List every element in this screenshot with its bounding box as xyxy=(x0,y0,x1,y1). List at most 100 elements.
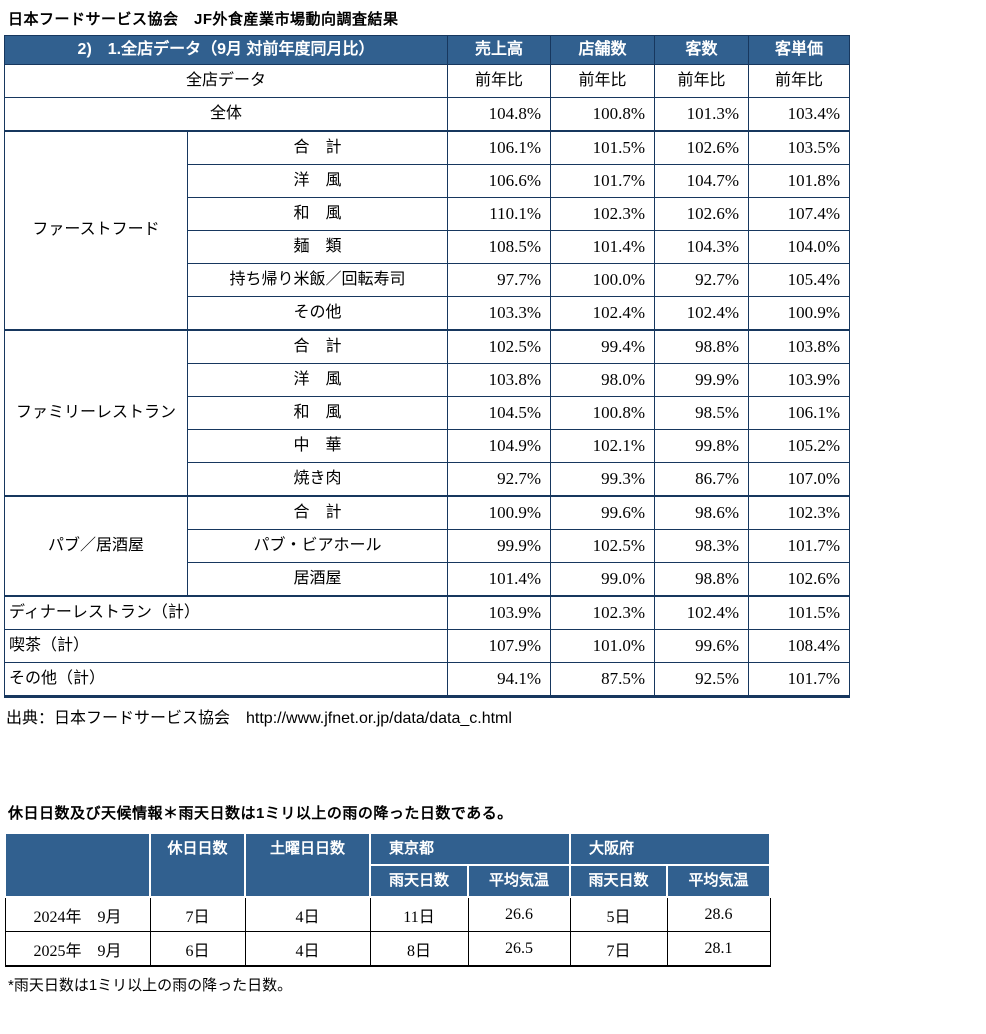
subheader-cell: 前年比 xyxy=(748,64,851,98)
value-cell: 100.0% xyxy=(550,263,656,297)
table-row: 和 風 110.1% 102.3% 102.6% 107.4% xyxy=(5,197,851,231)
table-row: ファミリーレストラン 合 計 102.5% 99.4% 98.8% 103.8% xyxy=(4,329,851,497)
subcategory-label: 焼き肉 xyxy=(186,462,449,497)
value-cell: 99.6% xyxy=(654,629,750,663)
subheader-avg-temp-osaka: 平均気温 xyxy=(666,864,772,898)
value-cell: 99.3% xyxy=(550,462,656,497)
value-cell: 99.8% xyxy=(654,429,750,463)
weather-row-label: 2025年 9月 xyxy=(4,931,151,967)
group-label-family-restaurant: ファミリーレストラン xyxy=(4,329,188,497)
value-cell: 86.7% xyxy=(654,462,750,497)
row-label: 全体 xyxy=(3,97,449,132)
subcategory-label: 和 風 xyxy=(186,197,449,231)
weather-value-cell: 28.1 xyxy=(666,931,771,967)
table-row-summary: ディナーレストラン（計） 103.9% 102.3% 102.4% 101.5% xyxy=(3,595,851,630)
value-cell: 98.5% xyxy=(654,396,750,430)
value-cell: 98.8% xyxy=(654,329,750,364)
subheader-cell: 前年比 xyxy=(550,64,656,98)
value-cell: 100.9% xyxy=(748,296,851,331)
subcategory-label: 洋 風 xyxy=(186,164,449,198)
subheader-avg-temp-tokyo: 平均気温 xyxy=(466,864,572,898)
value-cell: 103.9% xyxy=(748,363,851,397)
source-line: 出典：日本フードサービス協会 http://www.jfnet.or.jp/da… xyxy=(6,710,512,727)
value-cell: 102.6% xyxy=(748,562,851,597)
value-cell: 99.4% xyxy=(550,329,656,364)
page-title: 日本フードサービス協会 JF外食産業市場動向調査結果 xyxy=(8,11,399,28)
value-cell: 107.9% xyxy=(447,629,552,663)
subcategory-label: 合 計 xyxy=(186,329,449,364)
subcategory-label: 中 華 xyxy=(186,429,449,463)
value-cell: 100.8% xyxy=(550,396,656,430)
region-header-osaka: 大阪府 xyxy=(569,832,772,866)
value-cell: 106.1% xyxy=(447,130,552,165)
subcategory-label: 麺 類 xyxy=(186,230,449,264)
value-cell: 104.9% xyxy=(447,429,552,463)
value-cell: 94.1% xyxy=(447,662,552,698)
weather-value-cell: 4日 xyxy=(244,896,371,932)
value-cell: 101.5% xyxy=(550,130,656,165)
value-cell: 98.0% xyxy=(550,363,656,397)
weather-row-2025: 2025年 9月 6日 4日 8日 26.5 7日 28.1 xyxy=(4,931,771,967)
subcategory-label: パブ・ビアホール xyxy=(186,529,449,563)
main-table: 2) 1.全店データ（9月 対前年度同月比） 売上高 店舗数 客数 客単価 全店… xyxy=(3,35,851,698)
value-cell: 101.4% xyxy=(550,230,656,264)
value-cell: 102.4% xyxy=(654,296,750,331)
value-cell: 106.6% xyxy=(447,164,552,198)
weather-col-header-holidays: 休日日数 xyxy=(149,832,246,898)
subcategory-label: その他 xyxy=(186,296,449,331)
value-cell: 92.7% xyxy=(654,263,750,297)
value-cell: 102.1% xyxy=(550,429,656,463)
value-cell: 103.8% xyxy=(748,329,851,364)
value-cell: 104.5% xyxy=(447,396,552,430)
value-cell: 100.9% xyxy=(447,495,552,530)
table-row: 麺 類 108.5% 101.4% 104.3% 104.0% xyxy=(5,230,851,264)
value-cell: 101.0% xyxy=(550,629,656,663)
value-cell: 102.5% xyxy=(447,329,552,364)
region-header-tokyo: 東京都 xyxy=(368,832,572,866)
value-cell: 102.4% xyxy=(654,595,750,630)
weather-value-cell: 4日 xyxy=(244,931,371,967)
subheader-rainy-days-tokyo: 雨天日数 xyxy=(369,864,469,898)
summary-label: 喫茶（計） xyxy=(3,629,449,663)
col-header-customers: 客数 xyxy=(654,35,750,65)
subheader-cell: 前年比 xyxy=(447,64,552,98)
value-cell: 103.8% xyxy=(447,363,552,397)
value-cell: 104.0% xyxy=(748,230,851,264)
subheader-rainy-days-osaka: 雨天日数 xyxy=(569,864,669,898)
value-cell: 102.3% xyxy=(550,595,656,630)
col-header-stores: 店舗数 xyxy=(550,35,656,65)
group-label-fastfood: ファーストフード xyxy=(4,130,188,331)
value-cell: 98.6% xyxy=(654,495,750,530)
value-cell: 92.7% xyxy=(447,462,552,497)
value-cell: 99.9% xyxy=(447,529,552,563)
subheader-cell: 前年比 xyxy=(654,64,750,98)
value-cell: 105.4% xyxy=(748,263,851,297)
weather-value-cell: 11日 xyxy=(369,896,469,932)
table-row: 持ち帰り米飯／回転寿司 97.7% 100.0% 92.7% 105.4% xyxy=(5,263,851,297)
weather-value-cell: 7日 xyxy=(149,896,246,932)
subcategory-label: 合 計 xyxy=(186,495,449,530)
table-row: 洋 風 106.6% 101.7% 104.7% 101.8% xyxy=(5,164,851,198)
value-cell: 101.8% xyxy=(748,164,851,198)
value-cell: 92.5% xyxy=(654,662,750,698)
value-cell: 107.4% xyxy=(748,197,851,231)
value-cell: 101.4% xyxy=(447,562,552,597)
weather-value-cell: 26.5 xyxy=(467,931,571,967)
value-cell: 97.7% xyxy=(447,263,552,297)
value-cell: 101.7% xyxy=(748,662,851,698)
subcategory-label: 持ち帰り米飯／回転寿司 xyxy=(186,263,449,297)
table-row-summary: 喫茶（計） 107.9% 101.0% 99.6% 108.4% xyxy=(3,629,851,663)
value-cell: 102.4% xyxy=(550,296,656,331)
value-cell: 101.7% xyxy=(550,164,656,198)
value-cell: 101.5% xyxy=(748,595,851,630)
weather-col-header-saturdays: 土曜日日数 xyxy=(244,832,371,898)
weather-heading: 休日日数及び天候情報＊雨天日数は1ミリ以上の雨の降った日数である。 xyxy=(8,805,513,822)
weather-row-2024: 2024年 9月 7日 4日 11日 26.6 5日 28.6 xyxy=(4,896,771,932)
weather-table: 休日日数 土曜日日数 東京都 大阪府 雨天日数 平均気温 雨天日数 平均気温 2… xyxy=(4,832,772,967)
weather-value-cell: 26.6 xyxy=(467,896,571,932)
weather-subheader-row: 雨天日数 平均気温 雨天日数 平均気温 xyxy=(5,864,772,898)
weather-row-label: 2024年 9月 xyxy=(4,896,151,932)
subcategory-label: 合 計 xyxy=(186,130,449,165)
table-row-summary: その他（計） 94.1% 87.5% 92.5% 101.7% xyxy=(3,662,851,698)
weather-value-cell: 28.6 xyxy=(666,896,771,932)
